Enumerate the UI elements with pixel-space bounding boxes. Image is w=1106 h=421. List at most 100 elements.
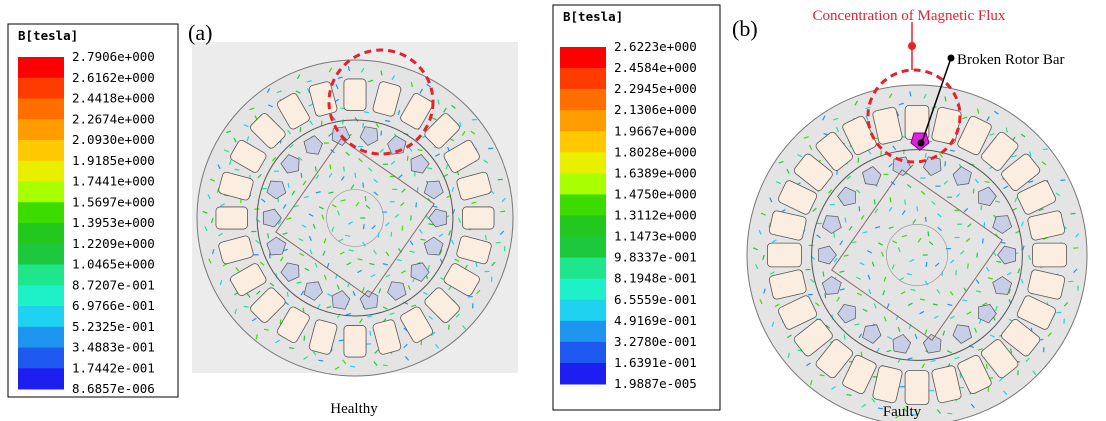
- legend-swatch: [560, 363, 606, 385]
- flux-arrow: [264, 329, 269, 330]
- flux-arrow: [847, 395, 852, 396]
- flux-arrow: [344, 167, 345, 172]
- flux-arrow: [417, 187, 418, 192]
- legend-value: 9.8337e-001: [614, 250, 697, 265]
- legend-swatch: [18, 161, 64, 182]
- flux-arrow: [289, 348, 294, 349]
- flux-arrow: [983, 238, 984, 243]
- legend-value: 3.4883e-001: [72, 340, 155, 355]
- pointer-dot: [918, 140, 925, 147]
- legend-value: 2.1306e+000: [614, 102, 697, 117]
- flux-arrow: [905, 200, 906, 205]
- legend-value: 1.1473e+000: [614, 229, 697, 244]
- legend-value: 1.5697e+000: [72, 194, 155, 209]
- legend-value: 6.5559e-001: [614, 292, 697, 307]
- legend-value: 8.7207e-001: [72, 277, 155, 292]
- flux-arrow: [363, 183, 364, 188]
- legend-swatch: [560, 89, 606, 111]
- flux-arrow: [288, 183, 289, 188]
- legend-swatch: [560, 47, 606, 69]
- legend-value: 2.6162e+000: [72, 70, 155, 85]
- legend-value: 5.2325e-001: [72, 319, 155, 334]
- legend-value: 3.2780e-001: [614, 334, 697, 349]
- legend-value: 1.0465e+000: [72, 257, 155, 272]
- legend-value: 6.9766e-001: [72, 298, 155, 313]
- flux-arrow: [984, 222, 985, 227]
- stator-slot: [462, 207, 494, 229]
- legend-value: 1.7442e-001: [72, 360, 155, 375]
- legend-swatch: [18, 244, 64, 265]
- legend-swatch: [560, 152, 606, 174]
- stator-slot: [344, 325, 366, 357]
- legend-value: 4.9169e-001: [614, 313, 697, 328]
- legend-value: 2.2674e+000: [72, 111, 155, 126]
- flux-arrow: [416, 202, 417, 207]
- legend-swatch: [560, 237, 606, 259]
- flux-arrow: [874, 200, 875, 205]
- stator-slot: [767, 243, 801, 267]
- legend-swatch: [560, 321, 606, 343]
- legend-swatch: [18, 140, 64, 161]
- legend-swatch: [560, 131, 606, 153]
- flux-arrow: [370, 331, 371, 336]
- stator-slot: [905, 371, 929, 405]
- legend-value: 8.1948e-001: [614, 271, 697, 286]
- figure: B[tesla]2.7906e+0002.6162e+0002.4418e+00…: [0, 0, 1106, 421]
- legend-value: 1.3953e+000: [72, 215, 155, 230]
- legend-value: 2.2945e+000: [614, 81, 697, 96]
- flux-arrow: [415, 171, 416, 176]
- flux-arrow: [981, 205, 982, 210]
- stator-slot: [344, 79, 366, 111]
- legend-value: 8.6857e-006: [72, 381, 155, 396]
- flux-arrow: [411, 215, 412, 220]
- flux-arrow: [845, 218, 846, 223]
- legend-value: 2.6223e+000: [614, 39, 697, 54]
- legend-swatch: [18, 265, 64, 286]
- legend-swatch: [18, 368, 64, 389]
- stator-slot: [216, 207, 248, 229]
- flux-arrow: [383, 365, 388, 366]
- flux-arrow: [402, 226, 403, 231]
- legend-swatch: [18, 99, 64, 120]
- panel-label: (b): [732, 16, 758, 41]
- flux-arrow: [859, 206, 860, 211]
- flux-arrow: [244, 306, 249, 307]
- legend-value: 1.2209e+000: [72, 236, 155, 251]
- legend-swatch: [18, 223, 64, 244]
- legend-value: 1.4750e+000: [614, 186, 697, 201]
- legend-swatch: [18, 327, 64, 348]
- annotation: Concentration of Magnetic Flux: [813, 8, 1006, 24]
- flux-arrow: [391, 232, 392, 237]
- legend-swatch: [560, 258, 606, 280]
- legend-value: 2.4418e+000: [72, 91, 155, 106]
- flux-arrow: [350, 366, 355, 367]
- legend-swatch: [18, 285, 64, 306]
- flux-arrow: [318, 360, 323, 361]
- legend-swatch: [560, 110, 606, 132]
- legend-title: B[tesla]: [563, 9, 623, 24]
- flux-arrow: [355, 173, 356, 178]
- legend-swatch: [560, 68, 606, 90]
- flux-arrow: [928, 231, 929, 236]
- flux-arrow: [365, 196, 366, 201]
- flux-arrow: [947, 413, 952, 414]
- legend-value: 1.9185e+000: [72, 153, 155, 168]
- flux-arrow: [986, 364, 987, 369]
- pointer-dot: [948, 55, 955, 62]
- flux-arrow: [364, 224, 365, 229]
- flux-arrow: [269, 253, 270, 258]
- flux-arrow: [301, 173, 302, 178]
- flux-arrow: [834, 233, 835, 238]
- legend-value: 1.8028e+000: [614, 144, 697, 159]
- legend-swatch: [560, 173, 606, 195]
- legend-value: 1.9887e-005: [614, 376, 697, 391]
- panel-a: B[tesla]2.7906e+0002.6162e+0002.4418e+00…: [8, 24, 518, 397]
- legend-swatch: [18, 119, 64, 140]
- legend-swatch: [560, 342, 606, 364]
- flux-arrow: [956, 270, 957, 275]
- flux-arrow: [819, 375, 824, 376]
- legend-value: 2.0930e+000: [72, 132, 155, 147]
- legend-swatch: [560, 194, 606, 216]
- legend-swatch: [18, 348, 64, 369]
- annotation: Broken Rotor Bar: [957, 52, 1064, 68]
